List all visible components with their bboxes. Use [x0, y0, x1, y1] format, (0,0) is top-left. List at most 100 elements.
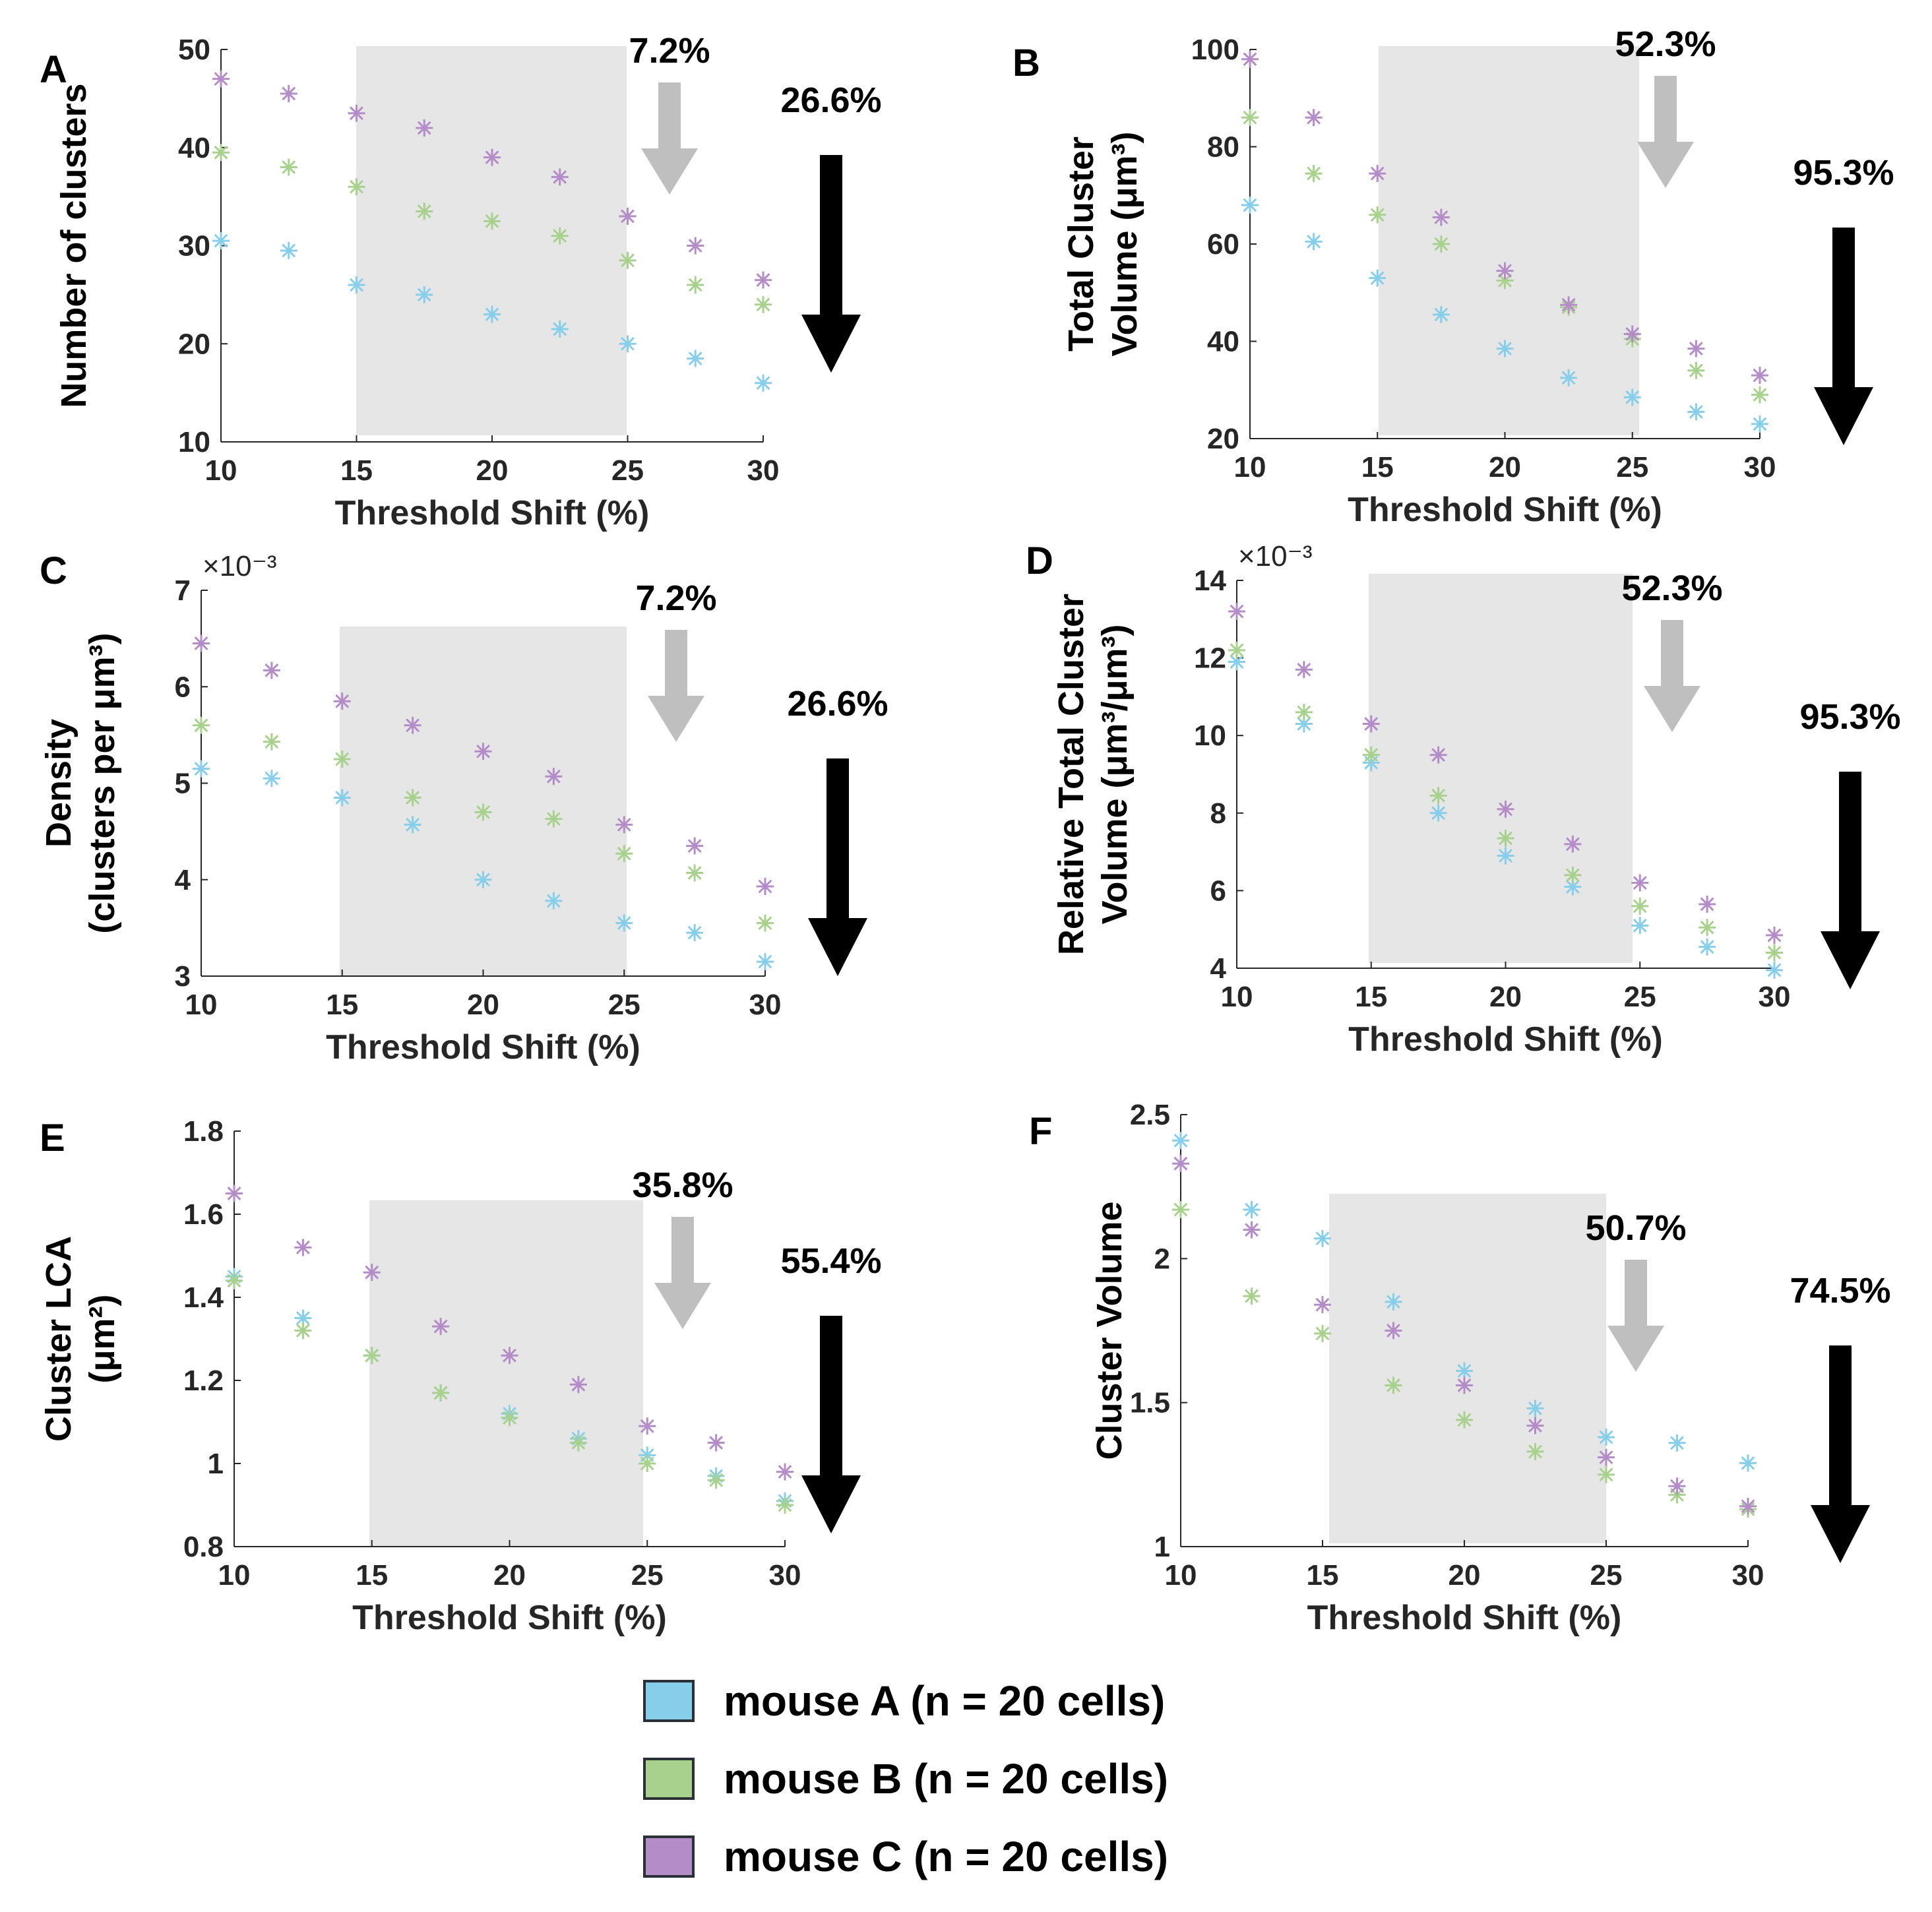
data-point-mouse-b: [1314, 1324, 1331, 1342]
x-tick-label-e: 20: [493, 1559, 526, 1591]
data-point-mouse-a: [1687, 403, 1705, 421]
data-point-mouse-a: [755, 374, 772, 392]
gray-arrow-b: [1637, 76, 1694, 188]
gray-arrow-label-d: 52.3%: [1621, 569, 1722, 608]
data-point-mouse-a: [1751, 415, 1768, 433]
data-point-mouse-b: [1305, 165, 1323, 183]
black-arrow-label-c: 26.6%: [787, 684, 888, 724]
data-point-mouse-b: [1385, 1376, 1402, 1394]
data-point-mouse-c: [1598, 1448, 1615, 1466]
x-tick-label-f: 10: [1165, 1559, 1197, 1591]
panel-letter-f: F: [1029, 1110, 1052, 1153]
data-point-mouse-a: [757, 953, 774, 971]
data-point-mouse-c: [757, 877, 774, 895]
axis-multiplier-d: ×10⁻³: [1238, 540, 1313, 572]
shaded-region-d: [1369, 574, 1633, 963]
data-point-mouse-c: [1687, 340, 1705, 357]
data-point-mouse-c: [294, 1239, 312, 1256]
y-tick-label-a: 10: [178, 426, 210, 458]
x-tick-label-f: 20: [1449, 1559, 1481, 1591]
data-point-mouse-c: [1243, 1221, 1261, 1239]
data-point-mouse-b: [1429, 787, 1447, 805]
black-arrow-e: [801, 1316, 861, 1533]
data-point-mouse-c: [1623, 325, 1641, 343]
x-tick-label-b: 25: [1616, 451, 1648, 483]
data-point-mouse-a: [1295, 715, 1313, 733]
x-axis-label-e: Threshold Shift (%): [352, 1599, 667, 1637]
data-point-mouse-c: [1560, 296, 1578, 314]
data-point-mouse-a: [1314, 1229, 1331, 1247]
data-point-mouse-c: [1739, 1497, 1757, 1515]
panel-d: 10 15 20 25 30 4 6 8 10 12 14 ×10⁻³ Threshold Shift …: [1026, 540, 1901, 1059]
y-tick-label-c: 7: [175, 574, 191, 607]
data-point-mouse-b: [348, 178, 365, 196]
x-tick-label-d: 30: [1759, 981, 1791, 1013]
data-point-mouse-b: [333, 750, 351, 768]
data-point-mouse-a: [1432, 305, 1450, 323]
data-point-mouse-a: [1385, 1293, 1402, 1311]
data-point-mouse-b: [1243, 1287, 1261, 1305]
data-point-mouse-c: [1228, 603, 1245, 621]
y-tick-label-c: 3: [175, 960, 191, 993]
data-point-mouse-a: [280, 241, 297, 259]
panel-letter-c: C: [40, 549, 67, 592]
black-arrow-label-d: 95.3%: [1799, 697, 1900, 737]
x-tick-label-c: 25: [608, 989, 640, 1021]
black-arrow-c: [808, 758, 867, 976]
data-point-mouse-c: [1668, 1477, 1686, 1495]
x-axis-label-f: Threshold Shift (%): [1307, 1599, 1622, 1637]
data-point-mouse-a: [615, 914, 633, 932]
y-tick-label-c: 5: [175, 768, 191, 800]
x-tick-label-b: 20: [1489, 451, 1521, 483]
data-point-mouse-c: [707, 1434, 725, 1452]
data-point-mouse-c: [1172, 1155, 1189, 1173]
data-point-mouse-a: [551, 320, 569, 338]
shaded-region-c: [340, 627, 627, 976]
data-point-mouse-c: [1751, 367, 1768, 385]
x-tick-label-a: 15: [340, 454, 373, 487]
data-point-mouse-b: [755, 295, 772, 313]
data-point-mouse-b: [483, 212, 501, 230]
gray-arrow-c: [648, 630, 704, 742]
data-point-mouse-b: [1362, 746, 1380, 764]
y-tick-label-e: 1.4: [183, 1281, 224, 1314]
gray-arrow-a: [641, 82, 698, 195]
x-tick-label-d: 25: [1624, 981, 1656, 1013]
data-point-mouse-c: [280, 84, 297, 102]
gray-arrow-e: [654, 1217, 711, 1329]
y-tick-label-d: 12: [1194, 642, 1226, 675]
y-tick-label-d: 8: [1210, 797, 1226, 830]
data-point-mouse-c: [569, 1376, 587, 1394]
data-point-mouse-c: [1766, 927, 1783, 944]
data-point-mouse-b: [1631, 897, 1649, 915]
data-point-mouse-b: [1598, 1465, 1615, 1483]
y-tick-label-c: 4: [175, 864, 191, 896]
y-tick-label-d: 6: [1210, 875, 1226, 907]
y-tick-label-b: 60: [1207, 228, 1239, 261]
data-point-mouse-b: [1369, 206, 1387, 224]
data-point-mouse-b: [1228, 641, 1245, 659]
x-tick-label-e: 10: [218, 1559, 251, 1591]
data-point-mouse-c: [404, 716, 421, 734]
gray-arrow-label-f: 50.7%: [1585, 1208, 1686, 1248]
data-point-mouse-b: [363, 1347, 381, 1365]
x-tick-label-a: 10: [205, 454, 237, 487]
y-tick-label-d: 14: [1194, 565, 1226, 597]
y-tick-label-e: 0.8: [183, 1531, 224, 1563]
y-tick-label-c: 6: [175, 671, 191, 703]
data-point-mouse-c: [1314, 1296, 1331, 1314]
data-point-mouse-a: [1739, 1454, 1757, 1472]
data-point-mouse-b: [501, 1409, 518, 1427]
x-tick-label-e: 25: [631, 1559, 664, 1591]
y-tick-label-b: 20: [1207, 423, 1239, 455]
data-point-mouse-b: [619, 251, 637, 269]
y-tick-label-a: 50: [178, 34, 210, 66]
data-point-mouse-c: [193, 634, 210, 652]
black-arrow-d: [1821, 772, 1880, 989]
data-point-mouse-a: [1228, 653, 1245, 671]
y-tick-label-e: 1.8: [183, 1115, 224, 1148]
legend: mouse A (n = 20 cells) mouse B (n = 20 c…: [643, 1662, 1168, 1896]
data-point-mouse-b: [687, 276, 704, 293]
data-point-mouse-c: [432, 1318, 450, 1336]
data-point-mouse-a: [619, 335, 637, 353]
